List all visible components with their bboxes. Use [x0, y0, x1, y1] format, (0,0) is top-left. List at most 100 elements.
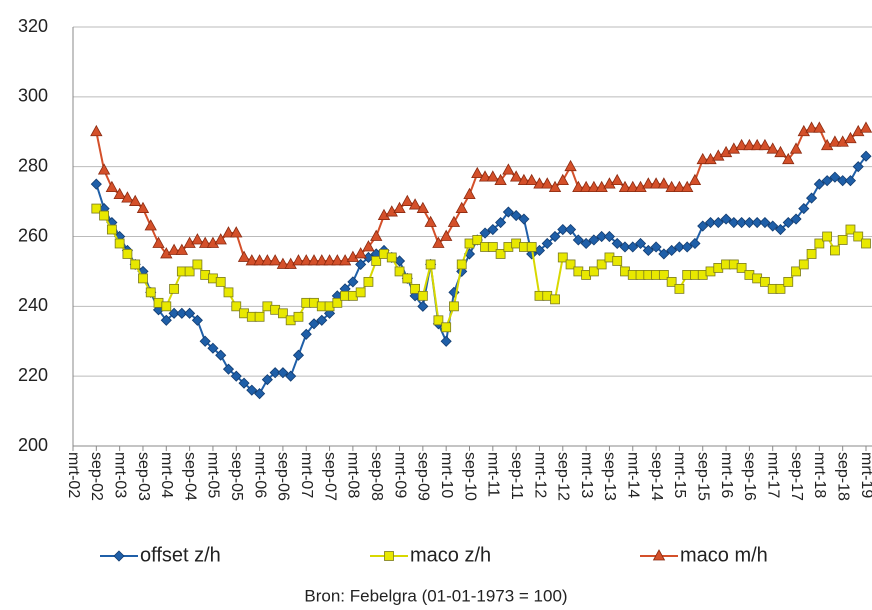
marker — [292, 254, 305, 266]
marker — [355, 258, 367, 270]
marker — [652, 549, 666, 561]
marker — [611, 237, 623, 250]
marker — [114, 238, 125, 249]
x-tick-label: sep-17 — [788, 452, 805, 501]
x-tick-label: sep-11 — [508, 452, 525, 500]
marker — [191, 314, 203, 326]
marker — [798, 259, 809, 270]
x-tick-label: mrt-13 — [578, 452, 595, 498]
x-tick-label: sep-09 — [415, 452, 432, 501]
marker — [214, 233, 227, 245]
marker — [572, 234, 584, 246]
legend-item: maco z/h — [370, 544, 491, 566]
marker — [697, 220, 709, 232]
marker — [424, 215, 437, 227]
marker — [751, 216, 763, 229]
marker — [292, 349, 305, 361]
marker — [502, 206, 514, 218]
marker — [774, 145, 787, 158]
marker — [408, 198, 422, 210]
marker — [160, 314, 172, 326]
legend-label: maco z/h — [410, 544, 491, 566]
marker — [276, 257, 290, 269]
marker — [860, 150, 872, 162]
marker — [541, 177, 554, 189]
x-tick-label: sep-13 — [601, 452, 618, 501]
marker — [805, 121, 818, 133]
marker — [245, 254, 258, 266]
marker — [626, 180, 639, 193]
y-tick-label: 300 — [18, 86, 48, 106]
marker — [712, 216, 724, 229]
marker — [790, 213, 802, 225]
marker — [230, 226, 243, 238]
marker — [479, 227, 491, 239]
x-tick-label: sep-15 — [695, 452, 712, 501]
marker — [782, 216, 794, 229]
marker — [417, 290, 428, 301]
marker — [402, 273, 413, 284]
marker — [184, 266, 195, 277]
marker — [766, 142, 779, 154]
marker — [354, 247, 367, 259]
marker — [145, 287, 156, 298]
x-tick-label: mrt-11 — [485, 452, 502, 497]
y-tick-label: 240 — [18, 295, 48, 315]
marker — [121, 191, 134, 203]
marker — [642, 244, 654, 257]
x-tick-label: mrt-08 — [345, 452, 362, 498]
marker — [548, 180, 562, 193]
marker — [830, 245, 840, 256]
marker — [136, 201, 150, 213]
marker — [814, 238, 825, 249]
marker — [557, 223, 569, 236]
marker — [152, 236, 165, 248]
marker — [175, 243, 189, 255]
marker — [750, 138, 764, 151]
marker — [440, 335, 452, 347]
x-tick-label: mrt-18 — [811, 452, 828, 498]
marker — [394, 266, 405, 277]
marker — [774, 223, 787, 236]
marker — [642, 177, 655, 189]
marker — [588, 234, 600, 246]
series — [90, 121, 872, 269]
x-tick-label: sep-10 — [461, 452, 478, 501]
marker — [658, 270, 669, 280]
x-tick-label: sep-03 — [135, 452, 152, 501]
marker — [564, 159, 577, 172]
marker — [198, 236, 212, 248]
marker — [844, 175, 857, 187]
x-tick-label: mrt-10 — [438, 452, 455, 498]
marker — [681, 180, 694, 193]
x-tick-label: sep-04 — [181, 452, 198, 501]
marker — [853, 231, 864, 242]
marker — [401, 194, 414, 206]
marker — [611, 173, 624, 186]
y-tick-label: 260 — [18, 225, 48, 245]
marker — [231, 301, 242, 312]
y-tick-label: 320 — [18, 16, 48, 36]
marker — [425, 259, 436, 270]
marker — [782, 152, 795, 165]
marker — [316, 314, 328, 326]
x-tick-label: mrt-05 — [205, 452, 222, 498]
marker — [587, 180, 601, 193]
marker — [447, 215, 461, 227]
marker — [441, 322, 452, 333]
marker — [658, 248, 670, 260]
marker — [315, 254, 328, 266]
marker — [215, 349, 227, 361]
marker — [665, 180, 678, 193]
marker — [269, 367, 281, 379]
x-tick-label: mrt-14 — [625, 452, 642, 498]
marker — [728, 216, 740, 229]
marker — [161, 301, 172, 312]
marker — [518, 213, 530, 225]
marker — [612, 256, 623, 266]
marker — [852, 161, 864, 173]
marker — [509, 170, 523, 182]
marker — [417, 300, 429, 312]
marker — [556, 173, 569, 186]
marker — [332, 297, 343, 308]
